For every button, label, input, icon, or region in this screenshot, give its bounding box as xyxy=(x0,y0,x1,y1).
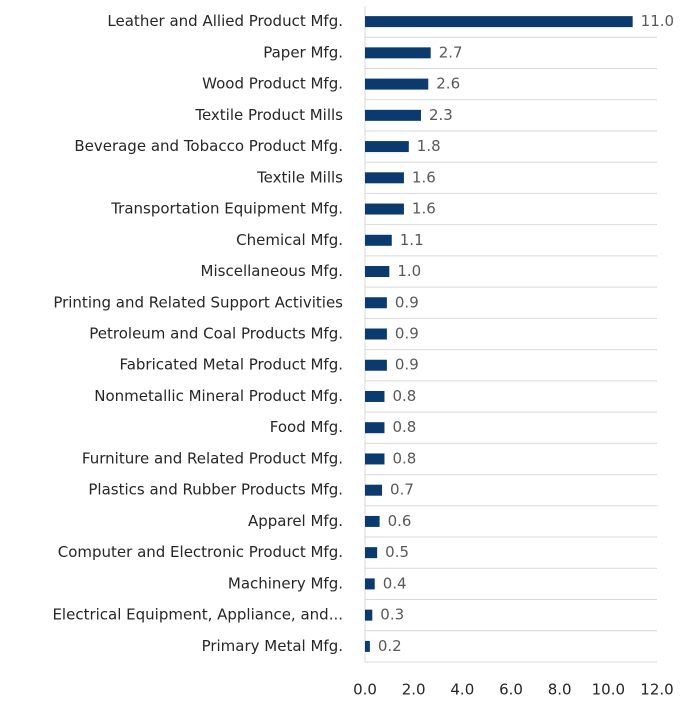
value-label: 0.3 xyxy=(380,606,404,624)
x-tick-label: 10.0 xyxy=(592,681,625,699)
value-label: 1.1 xyxy=(400,231,424,249)
value-label: 0.6 xyxy=(388,512,412,530)
bar xyxy=(365,203,404,215)
category-label: Computer and Electronic Product Mfg. xyxy=(58,543,343,561)
bar xyxy=(365,640,370,652)
value-label: 0.9 xyxy=(395,293,419,311)
category-label: Food Mfg. xyxy=(270,418,343,436)
category-label: Nonmetallic Mineral Product Mfg. xyxy=(94,387,343,405)
category-label: Miscellaneous Mfg. xyxy=(201,262,343,280)
category-label: Petroleum and Coal Products Mfg. xyxy=(89,325,343,343)
category-label: Textile Mills xyxy=(256,168,343,186)
bar xyxy=(365,422,385,434)
bar xyxy=(365,328,387,340)
bar xyxy=(365,515,380,527)
value-label: 0.8 xyxy=(392,387,416,405)
category-label: Furniture and Related Product Mfg. xyxy=(82,449,343,467)
value-label: 0.2 xyxy=(378,637,402,655)
category-label: Paper Mfg. xyxy=(263,43,343,61)
x-tick-label: 12.0 xyxy=(640,681,673,699)
value-label: 0.9 xyxy=(395,325,419,343)
value-label: 0.5 xyxy=(385,543,409,561)
x-tick-label: 4.0 xyxy=(450,681,474,699)
bar xyxy=(365,109,421,121)
category-label: Beverage and Tobacco Product Mfg. xyxy=(74,137,343,155)
x-tick-label: 2.0 xyxy=(402,681,426,699)
category-label: Transportation Equipment Mfg. xyxy=(110,200,343,218)
bar xyxy=(365,359,387,371)
bar xyxy=(365,390,385,402)
bar xyxy=(365,297,387,309)
bar xyxy=(365,609,373,621)
bar xyxy=(365,484,383,496)
category-label: Wood Product Mfg. xyxy=(202,75,343,93)
value-label: 0.9 xyxy=(395,356,419,374)
bar xyxy=(365,453,385,465)
category-label: Electrical Equipment, Appliance, and... xyxy=(52,606,343,624)
bar xyxy=(365,578,375,590)
category-label: Plastics and Rubber Products Mfg. xyxy=(88,481,343,499)
value-label: 0.8 xyxy=(392,449,416,467)
x-tick-label: 0.0 xyxy=(353,681,377,699)
bar xyxy=(365,547,378,559)
bar xyxy=(365,78,429,90)
category-label: Textile Product Mills xyxy=(194,106,343,124)
x-tick-label: 8.0 xyxy=(548,681,572,699)
category-label: Fabricated Metal Product Mfg. xyxy=(119,356,343,374)
category-label: Leather and Allied Product Mfg. xyxy=(107,12,343,30)
bar xyxy=(365,141,409,153)
x-tick-label: 6.0 xyxy=(499,681,523,699)
category-label: Machinery Mfg. xyxy=(228,574,343,592)
bar xyxy=(365,234,392,246)
value-label: 0.8 xyxy=(392,418,416,436)
value-label: 2.7 xyxy=(439,43,463,61)
category-label: Apparel Mfg. xyxy=(248,512,343,530)
value-label: 1.6 xyxy=(412,168,436,186)
category-label: Printing and Related Support Activities xyxy=(53,293,343,311)
value-label: 2.3 xyxy=(429,106,453,124)
bar xyxy=(365,172,404,184)
value-label: 0.4 xyxy=(383,574,407,592)
value-label: 11.0 xyxy=(641,12,674,30)
value-label: 2.6 xyxy=(436,75,460,93)
bar xyxy=(365,16,633,28)
value-label: 1.6 xyxy=(412,200,436,218)
value-label: 1.8 xyxy=(417,137,441,155)
bar xyxy=(365,266,390,278)
category-label: Primary Metal Mfg. xyxy=(202,637,343,655)
category-label: Chemical Mfg. xyxy=(236,231,343,249)
value-label: 0.7 xyxy=(390,481,414,499)
value-label: 1.0 xyxy=(397,262,421,280)
bar xyxy=(365,47,431,59)
